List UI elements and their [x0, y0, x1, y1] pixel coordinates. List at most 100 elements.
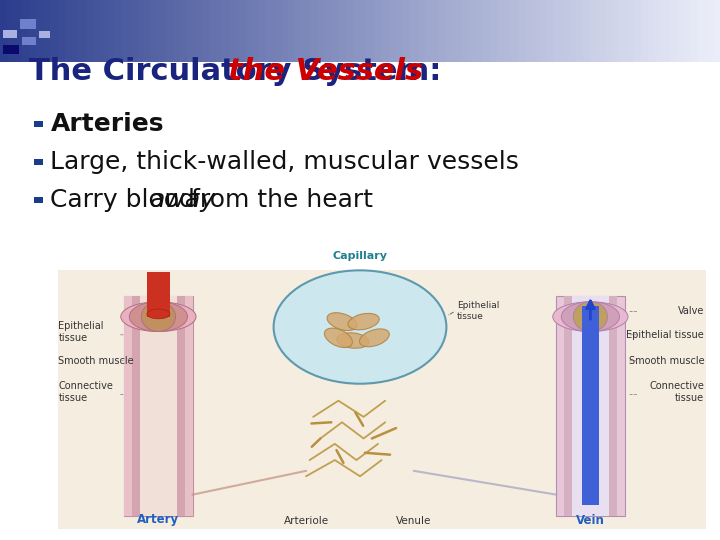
Ellipse shape [147, 309, 170, 319]
Bar [598, 0, 605, 62]
Bar [418, 0, 425, 62]
Bar [403, 0, 410, 62]
Ellipse shape [348, 313, 379, 330]
Bar [367, 0, 374, 62]
Bar [670, 0, 677, 62]
Text: Venule: Venule [396, 516, 432, 526]
Bar [72, 0, 79, 62]
Bar [346, 0, 353, 62]
Text: Arteries: Arteries [50, 112, 164, 136]
Bar [14, 0, 22, 62]
Bar [230, 0, 238, 62]
Bar [662, 0, 670, 62]
Bar [65, 0, 72, 62]
Bar [572, 296, 609, 516]
Text: Smooth muscle: Smooth muscle [58, 356, 134, 366]
Bar [180, 0, 187, 62]
Bar [3, 45, 19, 54]
Bar [626, 0, 634, 62]
Bar [432, 0, 439, 62]
Bar [698, 0, 706, 62]
Ellipse shape [359, 329, 390, 347]
Bar [310, 0, 317, 62]
Bar [147, 272, 170, 316]
Ellipse shape [337, 333, 369, 348]
Bar [641, 0, 648, 62]
Bar [576, 0, 583, 62]
Bar [605, 0, 612, 62]
Bar [713, 0, 720, 62]
Bar [50, 0, 58, 62]
Bar [58, 0, 65, 62]
Bar [115, 0, 122, 62]
Text: Epithelial
tissue: Epithelial tissue [58, 321, 104, 343]
Text: Capillary: Capillary [333, 251, 387, 261]
Bar [612, 0, 619, 62]
Bar [3, 30, 17, 38]
Bar [274, 0, 281, 62]
Bar [36, 0, 43, 62]
Bar [144, 0, 151, 62]
Bar [86, 0, 94, 62]
Bar [34, 159, 43, 165]
Bar [288, 0, 295, 62]
Bar [209, 0, 216, 62]
Bar [475, 0, 482, 62]
Bar [94, 0, 101, 62]
Bar [34, 197, 43, 202]
Bar [582, 306, 599, 505]
Bar [569, 0, 576, 62]
Bar [353, 0, 360, 62]
Bar [0, 0, 7, 62]
Text: Arteriole: Arteriole [284, 516, 328, 526]
Bar [410, 0, 418, 62]
Ellipse shape [274, 271, 446, 384]
Bar [482, 0, 490, 62]
Bar [338, 0, 346, 62]
Bar [166, 0, 173, 62]
Ellipse shape [553, 302, 628, 332]
Text: The Circulatory System:: The Circulatory System: [29, 57, 452, 86]
Bar [490, 0, 497, 62]
Bar [468, 0, 475, 62]
Bar [194, 0, 202, 62]
Bar [43, 0, 50, 62]
Ellipse shape [327, 313, 357, 330]
Bar [29, 0, 36, 62]
Bar [39, 31, 50, 38]
Ellipse shape [141, 302, 176, 332]
Bar [540, 0, 547, 62]
Bar [454, 0, 461, 62]
Bar [22, 37, 36, 45]
Bar [648, 0, 655, 62]
Bar [518, 0, 526, 62]
Bar [461, 0, 468, 62]
Text: Carry blood: Carry blood [50, 188, 203, 212]
Bar [295, 0, 302, 62]
Bar [564, 296, 617, 516]
Bar [655, 0, 662, 62]
Ellipse shape [562, 302, 619, 332]
Bar [562, 0, 569, 62]
Bar [245, 0, 252, 62]
Bar [396, 0, 403, 62]
Bar [547, 0, 554, 62]
Text: Epithelial
tissue: Epithelial tissue [457, 301, 500, 321]
Bar [446, 0, 454, 62]
Bar [583, 0, 590, 62]
Bar [238, 0, 245, 62]
Bar [22, 0, 29, 62]
Bar [223, 0, 230, 62]
Text: Epithelial tissue: Epithelial tissue [626, 330, 704, 340]
Bar [158, 0, 166, 62]
Bar [124, 296, 192, 516]
Bar [302, 0, 310, 62]
Bar [20, 19, 36, 29]
Text: Artery: Artery [138, 514, 179, 526]
Bar [124, 296, 192, 516]
Bar [216, 0, 223, 62]
Bar [706, 0, 713, 62]
Bar [497, 0, 504, 62]
Bar [619, 0, 626, 62]
Bar [122, 0, 130, 62]
